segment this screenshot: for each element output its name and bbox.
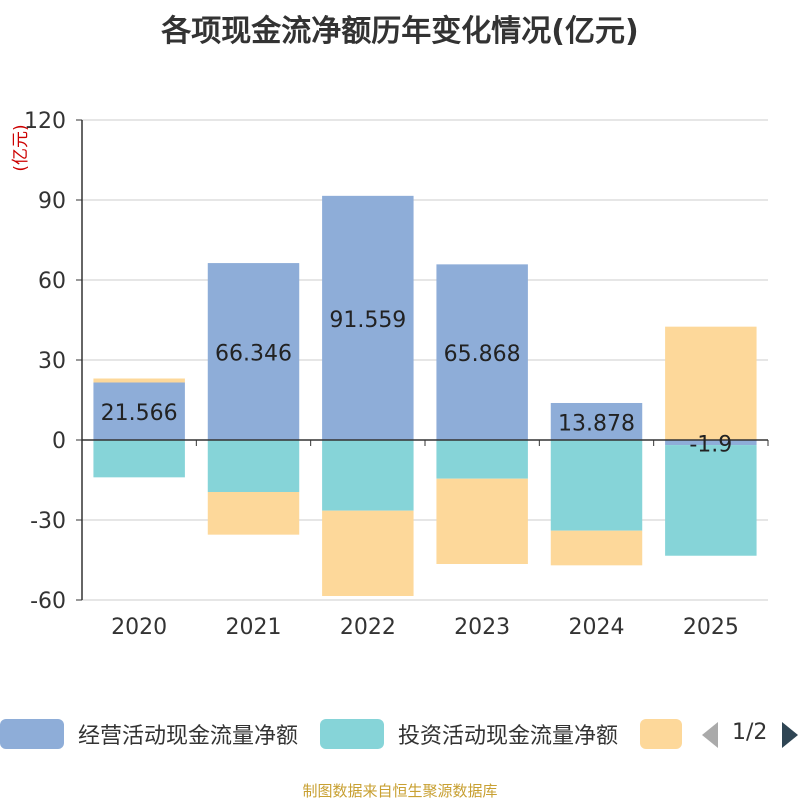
x-tick-label: 2021	[226, 615, 282, 640]
bar-investing-2024	[550, 440, 643, 531]
legend-swatch-investing	[320, 719, 384, 749]
y-tick-label: 30	[38, 349, 66, 374]
legend-item-financing[interactable]	[640, 716, 682, 752]
y-tick-label: -30	[30, 509, 66, 534]
x-tick-label: 2020	[111, 615, 167, 640]
data-label-operating-2021: 66.346	[215, 342, 292, 367]
legend-prev-page-icon[interactable]	[702, 722, 718, 748]
data-label-operating-2025: -1.9	[689, 433, 732, 458]
bar-operating-2024	[550, 402, 643, 440]
y-tick-label: 60	[38, 269, 66, 294]
y-tick-label: -60	[30, 589, 66, 614]
chart-title: 各项现金流净额历年变化情况(亿元)	[161, 14, 639, 49]
legend-label-investing: 投资活动现金流量净额	[398, 724, 619, 749]
data-label-operating-2024: 13.878	[558, 411, 635, 436]
bar-financing-2024	[550, 530, 643, 566]
x-tick-label: 2025	[683, 615, 739, 640]
bar-operating-2023	[436, 264, 528, 440]
data-label-operating-2023: 65.868	[444, 342, 521, 367]
legend-swatch-financing	[640, 719, 682, 749]
y-axis-label: (亿元)	[11, 124, 31, 171]
x-tick-label: 2024	[569, 615, 625, 640]
legend: 经营活动现金流量净额 投资活动现金流量净额	[0, 716, 800, 752]
data-label-operating-2020: 21.566	[101, 401, 178, 426]
bar-financing-2021	[207, 492, 300, 535]
legend-swatch-operating	[0, 719, 64, 749]
bar-investing-2022	[322, 440, 414, 511]
y-tick-label: 0	[52, 429, 66, 454]
legend-item-investing[interactable]: 投资活动现金流量净额	[320, 716, 618, 752]
x-tick-label: 2022	[340, 615, 396, 640]
bar-operating-2020	[93, 382, 185, 440]
bar-investing-2020	[93, 440, 185, 478]
bar-operating-2022	[322, 195, 414, 440]
y-tick-label: 90	[38, 189, 66, 214]
x-tick-label: 2023	[454, 615, 510, 640]
bar-operating-2021	[207, 263, 300, 440]
bar-financing-2022	[322, 510, 414, 596]
legend-pager: 1/2	[700, 716, 800, 752]
bar-investing-2025	[665, 445, 757, 556]
legend-label-operating: 经营活动现金流量净额	[78, 724, 299, 749]
bar-financing-2025	[665, 326, 757, 440]
source-note: 制图数据来自恒生聚源数据库	[302, 782, 498, 800]
legend-page-indicator: 1/2	[732, 720, 768, 745]
legend-item-operating[interactable]: 经营活动现金流量净额	[0, 716, 298, 752]
legend-next-page-icon[interactable]	[782, 722, 798, 748]
bar-investing-2023	[436, 440, 528, 479]
data-label-operating-2022: 91.559	[329, 308, 406, 333]
bar-investing-2021	[207, 440, 300, 492]
y-tick-label: 120	[24, 109, 66, 134]
bar-financing-2023	[436, 478, 528, 564]
bar-financing-2020	[93, 378, 185, 383]
bar-operating-2025	[665, 440, 757, 446]
